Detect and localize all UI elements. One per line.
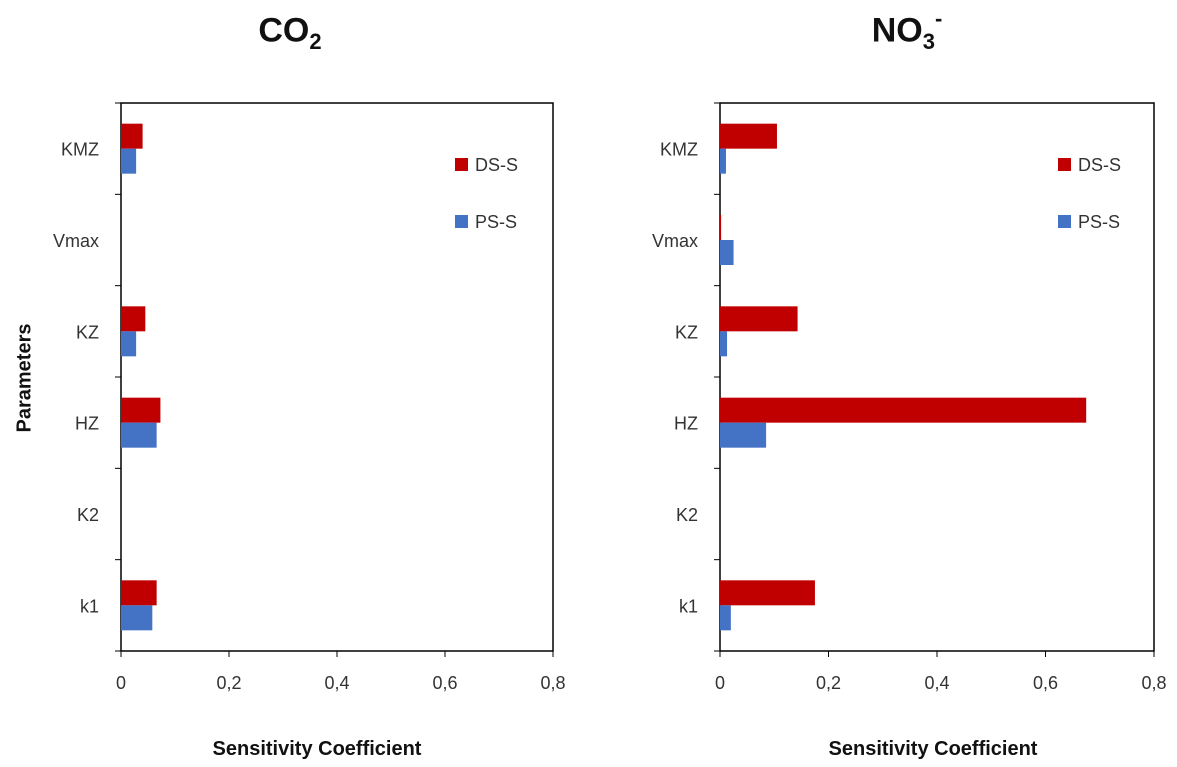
x-tick-label: 0,2 — [216, 673, 241, 693]
x-tick-label: 0,8 — [1141, 673, 1166, 693]
x-tick-label: 0 — [715, 673, 725, 693]
bar-ds-s-kmz — [121, 123, 143, 149]
legend-swatch-ds-s — [1058, 158, 1071, 171]
chart-title-no3: NO3- — [871, 6, 943, 55]
plot-area-0 — [120, 102, 554, 652]
bar-ds-s-hz — [121, 397, 161, 423]
bar-ds-s-kz — [121, 306, 146, 332]
y-tick-label: KZ — [76, 322, 99, 342]
x-tick-label: 0,8 — [540, 673, 565, 693]
bar-ps-s-kmz — [121, 148, 137, 174]
bar-ps-s-hz — [720, 422, 767, 448]
y-tick-label: KMZ — [61, 140, 99, 160]
y-tick-label: k1 — [679, 596, 698, 616]
x-tick-label: 0,6 — [1033, 673, 1058, 693]
y-tick-label: k1 — [80, 596, 99, 616]
x-axis-label-left: Sensitivity Coefficient — [212, 738, 422, 760]
bar-ps-s-kmz — [720, 148, 726, 174]
y-tick-label: HZ — [75, 414, 99, 434]
y-tick-label: Vmax — [53, 231, 99, 251]
y-tick-label: KZ — [675, 322, 698, 342]
bar-ds-s-k1 — [720, 580, 815, 606]
bar-ds-s-hz — [720, 397, 1087, 423]
y-tick-label: KMZ — [660, 140, 698, 160]
plot-area-1 — [719, 102, 1155, 652]
bar-ps-s-kz — [720, 331, 728, 357]
y-tick-label: K2 — [676, 505, 698, 525]
y-tick-label: K2 — [77, 505, 99, 525]
bar-ps-s-kz — [121, 331, 137, 357]
x-tick-label: 0 — [116, 673, 126, 693]
legend-swatch-ps-s — [1058, 215, 1071, 228]
x-axis-label-right: Sensitivity Coefficient — [828, 738, 1038, 760]
x-tick-label: 0,6 — [432, 673, 457, 693]
legend-label-ds-s: DS-S — [475, 155, 518, 175]
bar-ps-s-k1 — [720, 605, 731, 631]
legend-label-ds-s: DS-S — [1078, 155, 1121, 175]
y-tick-label: Vmax — [652, 231, 698, 251]
bar-ps-s-vmax — [720, 240, 734, 265]
legend-swatch-ds-s — [455, 158, 468, 171]
y-tick-label: HZ — [674, 414, 698, 434]
x-tick-label: 0,4 — [324, 673, 349, 693]
legend-swatch-ps-s — [455, 215, 468, 228]
x-tick-label: 0,4 — [924, 673, 949, 693]
bar-ds-s-kz — [720, 306, 798, 332]
bar-ds-s-k1 — [121, 580, 157, 606]
bar-ds-s-vmax — [720, 215, 722, 240]
chart-title-co2: CO2 — [258, 11, 322, 55]
x-tick-label: 0,2 — [816, 673, 841, 693]
bar-ds-s-kmz — [720, 123, 777, 149]
legend-label-ps-s: PS-S — [475, 212, 517, 232]
bar-ps-s-k1 — [121, 605, 153, 631]
legend-label-ps-s: PS-S — [1078, 212, 1120, 232]
bar-ps-s-hz — [121, 422, 157, 448]
